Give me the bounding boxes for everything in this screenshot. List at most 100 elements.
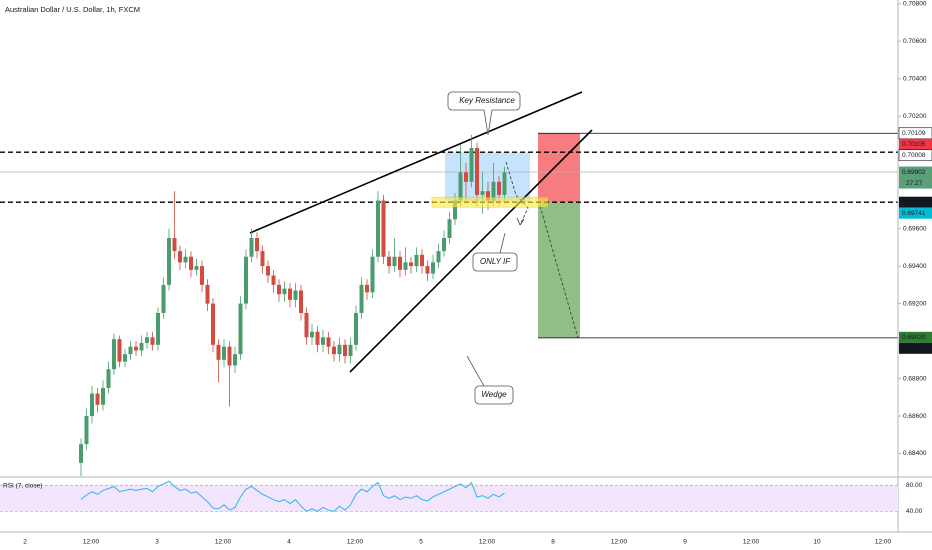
price-tag-label: 0.70008: [902, 152, 926, 159]
candle-body: [123, 354, 127, 362]
price-tag: [899, 166, 932, 189]
projection-target: [539, 205, 579, 339]
candle-body: [244, 256, 248, 304]
candle-body: [255, 238, 259, 252]
bubble: [447, 91, 521, 136]
candle-body: [469, 148, 474, 182]
candle-body: [277, 284, 281, 295]
candle-body: [491, 181, 496, 201]
candle-body: [145, 337, 149, 343]
y-tick-label: 0.68400: [903, 450, 927, 457]
candle-body: [282, 288, 287, 295]
candle-body: [271, 275, 276, 285]
y-tick-label: 0.70800: [903, 0, 927, 7]
candle-body: [453, 200, 457, 220]
x-tick-label: 12:00: [215, 539, 232, 546]
candle-body: [486, 191, 490, 201]
candle-body: [200, 266, 204, 285]
candle-body: [79, 444, 83, 463]
x-tick-label: 12:00: [875, 539, 892, 546]
price-tag-label: 0.70105: [902, 141, 926, 148]
candle-body: [211, 303, 215, 345]
candles: [79, 134, 507, 476]
candle-body: [128, 346, 133, 355]
candle-body: [370, 256, 375, 293]
candle-body: [117, 339, 122, 362]
candle-body: [293, 290, 298, 300]
target-zone: [538, 202, 580, 338]
rsi-tick-label: 40.00: [906, 508, 923, 515]
y-tick-label: 0.68800: [903, 375, 927, 382]
candle-body: [304, 312, 309, 338]
candle-body: [134, 346, 138, 351]
candle-body: [84, 416, 89, 445]
annotation: Wedge: [481, 390, 507, 399]
x-tick-label: 9: [683, 539, 687, 546]
price-tag-label: 0.69017: [902, 345, 926, 352]
rsi-tick-label: 80.00: [906, 482, 923, 489]
chart-title: Australian Dollar / U.S. Dollar, 1h, FXC…: [5, 5, 140, 14]
price-tag-label: 0.70109: [902, 130, 926, 137]
price-tag: [899, 207, 932, 219]
candle-body: [348, 344, 353, 357]
candle-body: [161, 284, 166, 313]
price-tag: [899, 196, 932, 208]
candle-body: [414, 254, 419, 267]
candle-body: [326, 337, 331, 347]
candle-body: [376, 200, 380, 257]
y-tick-label: 0.69600: [903, 225, 927, 232]
price-tag-label: 0.69020: [902, 334, 926, 341]
x-tick-label: 10: [813, 539, 821, 546]
x-tick-label: 12:00: [611, 539, 628, 546]
candle-body: [403, 262, 408, 270]
candle-body: [90, 393, 94, 417]
y-tick-label: 0.68600: [903, 413, 927, 420]
candle-body: [343, 344, 347, 357]
candle-body: [442, 238, 446, 252]
candle-body: [315, 331, 320, 345]
projection: [505, 161, 529, 226]
candle-body: [260, 251, 265, 267]
candle-body: [381, 200, 386, 257]
candle-body: [398, 256, 402, 270]
price-tag: [899, 331, 932, 343]
drawings-under: [0, 132, 898, 339]
candle-body: [458, 172, 463, 201]
candle-body: [95, 393, 100, 405]
candle-body: [409, 262, 413, 267]
arrow: [516, 217, 525, 226]
x-tick-label: 2: [23, 539, 27, 546]
candle-body: [205, 284, 210, 304]
candle-body: [150, 337, 155, 345]
rsi-title: RSI (7, close): [3, 483, 42, 490]
candle-body: [392, 256, 397, 267]
candle-body: [321, 337, 325, 345]
wedge-upper: [249, 91, 583, 234]
candle-body: [106, 369, 111, 388]
candle-body: [425, 266, 430, 274]
x-tick-label: 8: [551, 539, 555, 546]
candle-body: [238, 303, 243, 355]
wedge-lower: [349, 129, 593, 373]
candle-body: [464, 172, 468, 182]
y-tick-label: 0.70600: [903, 38, 927, 45]
y-tick-label: 0.70200: [903, 113, 927, 120]
candle-body: [156, 312, 160, 345]
x-tick-label: 4: [287, 539, 291, 546]
candle-body: [216, 344, 221, 360]
stop-zone: [538, 133, 580, 203]
rsi-line: [80, 480, 505, 512]
x-tick-label: 3: [155, 539, 159, 546]
candle-body: [101, 387, 105, 405]
candle-body: [299, 290, 303, 313]
y-tick-label: 0.69400: [903, 263, 927, 270]
candle-body: [497, 181, 501, 195]
candle-body: [172, 238, 177, 252]
price-tag: [899, 342, 932, 354]
price-tag: [899, 138, 932, 150]
candle-body: [167, 238, 171, 285]
bubble: [472, 232, 518, 272]
x-tick-label: 12:00: [347, 539, 364, 546]
price-tag: [898, 149, 932, 162]
